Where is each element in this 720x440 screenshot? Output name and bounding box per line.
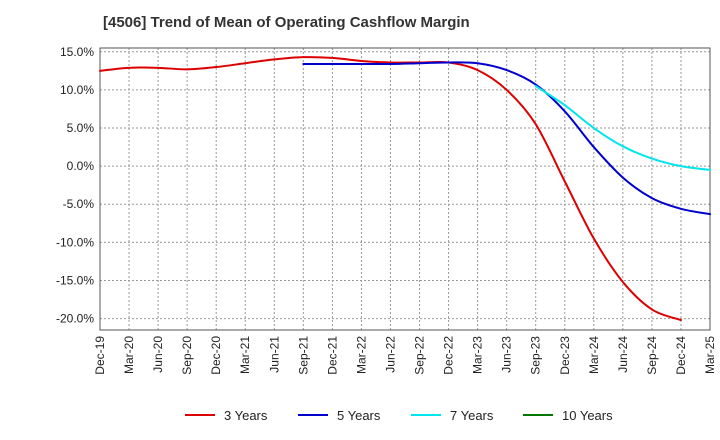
series-line-3-years	[99, 56, 682, 322]
x-tick-label: Dec-20	[209, 336, 223, 375]
y-tick-label: -5.0%	[63, 197, 95, 211]
x-tick-label: Dec-24	[674, 336, 688, 375]
series-line-7-years	[534, 85, 711, 171]
legend-label-5-years: 5 Years	[337, 408, 381, 423]
y-tick-label: -20.0%	[56, 312, 94, 326]
y-tick-label: 5.0%	[67, 121, 95, 135]
plot-frame	[99, 47, 711, 331]
y-tick-label: -10.0%	[56, 235, 94, 249]
x-tick-label: Dec-19	[93, 336, 107, 375]
series-lines	[99, 56, 711, 322]
x-tick-label: Jun-20	[151, 336, 165, 373]
axes: 15.0% 10.0% 5.0% 0.0% -5.0% -10.0% -15.0% -20.0…	[56, 45, 717, 375]
x-tick-label: Sep-24	[645, 336, 659, 375]
chart-title: [4506] Trend of Mean of Operating Cashfl…	[103, 14, 470, 31]
x-tick-label: Mar-25	[703, 336, 717, 374]
y-tick-label: 0.0%	[67, 159, 95, 173]
x-tick-label: Mar-24	[587, 336, 601, 374]
x-tick-label: Sep-20	[180, 336, 194, 375]
legend-label-7-years: 7 Years	[450, 408, 494, 423]
x-tick-label: Dec-23	[558, 336, 572, 375]
y-tick-label: 15.0%	[60, 45, 94, 59]
series-line-5-years	[302, 61, 711, 216]
x-tick-label: Sep-21	[296, 336, 310, 375]
y-tick-label: 10.0%	[60, 83, 94, 97]
x-tick-label: Mar-23	[471, 336, 485, 374]
x-tick-label: Dec-21	[325, 336, 339, 375]
x-tick-label: Mar-21	[238, 336, 252, 374]
x-tick-label: Jun-23	[500, 336, 514, 373]
legend-label-10-years: 10 Years	[562, 408, 613, 423]
legend: 3 Years 5 Years 7 Years 10 Years	[185, 408, 613, 423]
x-tick-label: Mar-22	[354, 336, 368, 374]
x-tick-label: Dec-22	[442, 336, 456, 375]
y-tick-label: -15.0%	[56, 273, 94, 287]
legend-label-3-years: 3 Years	[224, 408, 268, 423]
x-tick-label: Sep-23	[529, 336, 543, 375]
x-tick-label: Jun-21	[267, 336, 281, 373]
x-tick-label: Jun-22	[383, 336, 397, 373]
x-tick-label: Sep-22	[413, 336, 427, 375]
x-tick-label: Mar-20	[122, 336, 136, 374]
grid	[100, 48, 710, 330]
x-tick-label: Jun-24	[616, 336, 630, 373]
